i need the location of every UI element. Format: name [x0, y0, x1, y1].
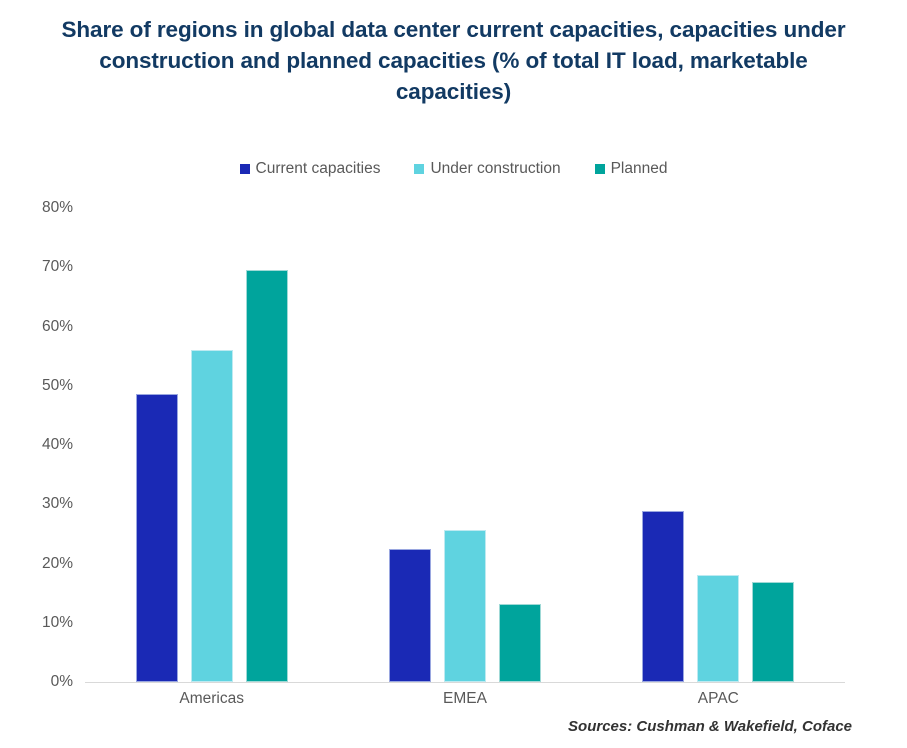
- gridline: 40%: [42, 436, 845, 453]
- gridline: 60%: [42, 318, 845, 335]
- bar-americas-planned[interactable]: [245, 270, 288, 682]
- chart-legend: Current capacities Under construction Pl…: [0, 160, 907, 178]
- legend-swatch-icon-current-capacities: [239, 164, 250, 174]
- y-axis-tick-label: 30%: [41, 495, 73, 513]
- legend-label-under-construction: Under construction: [430, 160, 561, 177]
- x-axis-labels: Americas EMEA APAC: [85, 690, 845, 714]
- bar-americas-under-construction[interactable]: [190, 349, 233, 682]
- y-axis-tick-label: 20%: [41, 554, 73, 572]
- legend-item-current-capacities[interactable]: Current capacities: [239, 160, 381, 178]
- y-axis-tick-label: 80%: [41, 199, 73, 216]
- legend-item-under-construction[interactable]: Under construction: [414, 160, 561, 178]
- axis-baseline: 0%: [51, 673, 845, 690]
- bar-apac-under-construction[interactable]: [697, 574, 740, 682]
- source-note: Sources: Cushman & Wakefield, Coface: [568, 718, 852, 735]
- gridline: 20%: [42, 555, 845, 572]
- y-axis-tick-label: 10%: [41, 613, 73, 631]
- x-axis-label-americas: Americas: [179, 690, 244, 707]
- gridline: 80%: [42, 199, 845, 216]
- bar-emea-current-capacities[interactable]: [389, 548, 431, 682]
- legend-swatch-icon-under-construction: [414, 164, 425, 174]
- gridline: 50%: [42, 377, 845, 394]
- legend-item-planned[interactable]: Planned: [594, 160, 668, 178]
- y-axis-tick-label: 0%: [50, 673, 73, 690]
- chart-title: Share of regions in global data center c…: [61, 17, 846, 104]
- gridline: 30%: [42, 495, 845, 512]
- gridline: 10%: [42, 614, 845, 631]
- y-axis-tick-label: 70%: [41, 258, 73, 276]
- bar-apac-current-capacities[interactable]: [642, 510, 685, 682]
- bar-emea-under-construction[interactable]: [444, 530, 486, 682]
- y-axis-tick-label: 60%: [41, 317, 73, 335]
- x-axis-label-emea: EMEA: [443, 690, 487, 707]
- gridline: 70%: [42, 258, 845, 275]
- bar-apac-planned[interactable]: [752, 582, 795, 682]
- legend-swatch-icon-planned: [594, 164, 605, 174]
- bar-americas-current-capacities[interactable]: [135, 394, 178, 682]
- x-axis-label-apac: APAC: [697, 690, 739, 707]
- legend-label-current-capacities: Current capacities: [255, 160, 381, 177]
- legend-label-planned: Planned: [610, 160, 668, 177]
- bars-group: [85, 208, 845, 682]
- y-axis-tick-label: 50%: [41, 376, 73, 394]
- y-axis-tick-label: 40%: [41, 436, 73, 453]
- bar-emea-planned[interactable]: [499, 603, 541, 682]
- plot-area: 0% 10% 20% 30% 40% 50% 60% 70% 80%: [42, 199, 845, 690]
